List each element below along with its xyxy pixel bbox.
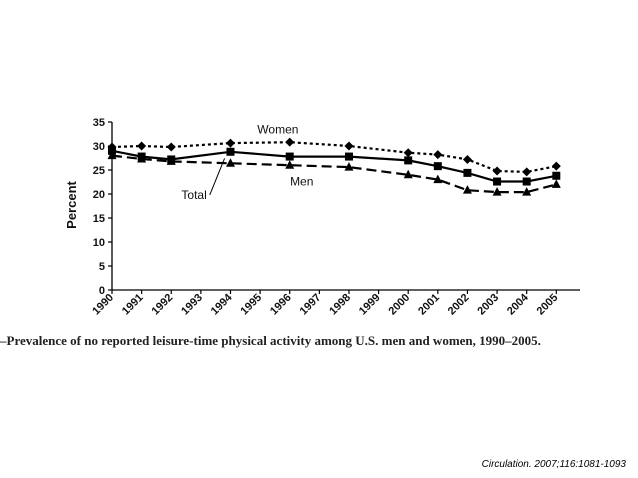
x-tick-label: 2002 [446, 292, 472, 318]
x-tick-label: 2001 [416, 292, 442, 318]
data-point-women [403, 148, 413, 158]
x-tick-label: 1996 [268, 292, 294, 318]
figure-caption: –Prevalence of no reported leisure-time … [0, 333, 541, 348]
data-point-men [462, 185, 472, 194]
data-point-women [166, 142, 176, 152]
data-point-women [462, 154, 472, 164]
x-tick-label: 2004 [505, 291, 531, 317]
data-point-men [166, 156, 176, 165]
series-layer [107, 137, 561, 196]
data-point-men [403, 169, 413, 179]
data-point-total [552, 171, 561, 180]
data-point-total [522, 177, 531, 186]
series-line-men [111, 154, 557, 194]
data-point-men [433, 174, 443, 184]
data-point-women [344, 141, 354, 151]
x-tick-label: 2003 [475, 292, 501, 318]
data-point-women [492, 166, 502, 176]
y-axis-label: Percent [64, 180, 79, 228]
series-label-men: Men [290, 174, 313, 188]
data-point-women [285, 137, 295, 147]
data-point-women [225, 138, 235, 148]
x-tick-label: 1991 [120, 292, 146, 318]
data-point-men [492, 187, 502, 196]
data-point-women [522, 167, 532, 177]
y-tick-label: 10 [93, 237, 105, 249]
data-point-men [522, 187, 532, 196]
data-point-women [433, 150, 443, 160]
x-tick-label: 1995 [238, 292, 264, 318]
series-line-total [111, 149, 557, 183]
data-point-men [107, 150, 117, 160]
x-axis: 1990 1991 1992 1993 1994 1995 1996 1997 1998 1999… [90, 289, 580, 318]
data-point-women [551, 161, 561, 171]
data-point-men [285, 160, 295, 169]
data-point-total [344, 152, 353, 161]
y-tick-label: 5 [99, 261, 105, 273]
y-tick-label: 20 [93, 189, 105, 201]
citation: Circulation. 2007;116:1081-1093 [481, 459, 626, 470]
x-tick-label: 1993 [179, 292, 205, 318]
data-point-total [433, 162, 442, 171]
x-tick-label: 1990 [90, 292, 116, 318]
data-point-men [225, 158, 235, 167]
series-line-women [111, 141, 557, 174]
y-tick-label: 15 [93, 213, 105, 225]
data-point-women [137, 141, 147, 151]
x-tick-label: 2005 [535, 292, 561, 318]
data-point-men [137, 153, 147, 163]
y-tick-label: 30 [93, 141, 105, 153]
data-point-total [404, 156, 413, 165]
data-point-total [226, 147, 235, 156]
y-tick-label: 0 [99, 285, 105, 297]
x-tick-label: 1999 [357, 292, 383, 318]
x-tick-label: 1998 [327, 292, 353, 318]
x-tick-label: 1992 [150, 292, 176, 318]
total-label-leader [209, 158, 226, 196]
x-tick-label: 1994 [209, 291, 235, 317]
data-point-total [285, 152, 294, 161]
data-point-total [493, 177, 502, 186]
series-labels: Women Total Men [181, 123, 313, 202]
series-label-women: Women [257, 123, 298, 137]
data-point-total [463, 168, 472, 177]
x-tick-label: 1997 [298, 292, 324, 318]
data-point-men [344, 162, 354, 171]
y-axis: 0 5 10 15 20 25 30 35 [93, 117, 113, 297]
y-tick-label: 35 [93, 117, 105, 129]
data-point-men [551, 179, 561, 188]
series-label-total: Total [181, 188, 206, 202]
x-tick-label: 2000 [387, 292, 413, 318]
y-tick-label: 25 [93, 165, 105, 177]
